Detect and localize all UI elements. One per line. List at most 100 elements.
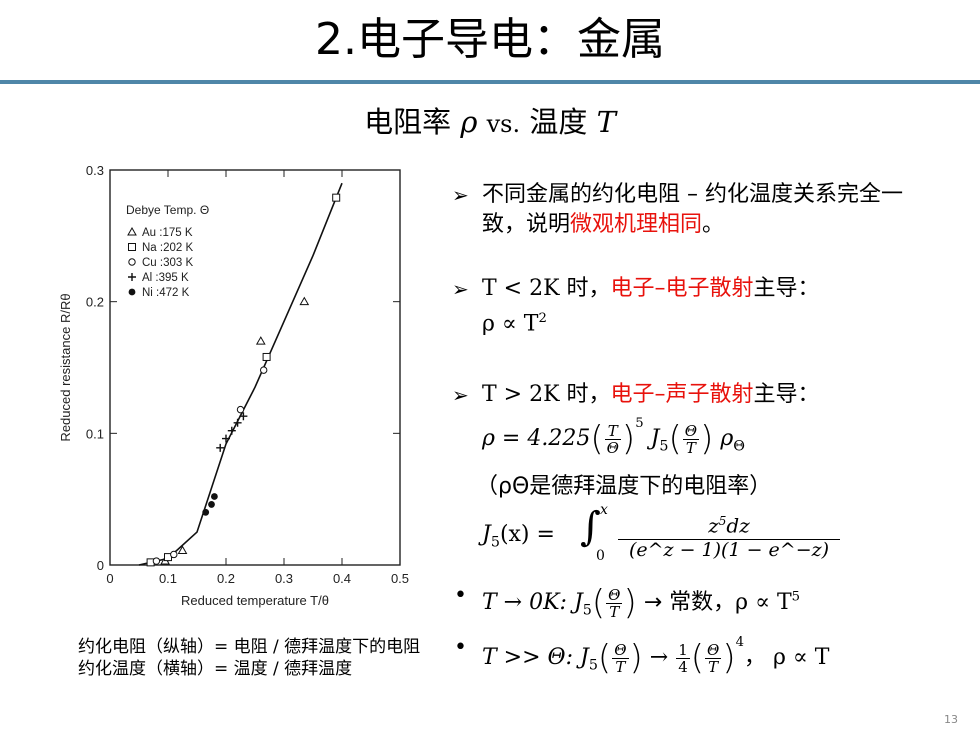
page-number: 13 [944,713,958,726]
subtitle-rho: ρ [460,105,478,139]
formula-rho: ρ [720,426,734,451]
limit2-exp: 4 [735,635,744,650]
limit1-lhs: T → 0K: [482,590,567,615]
frac-den: T [609,602,620,621]
x-tick-label: 0.2 [217,571,235,586]
x-axis-label: Reduced temperature T/θ [181,593,329,608]
limit1-J-sub: 5 [582,602,592,619]
y-tick-label: 0.1 [86,426,104,441]
bullet-1-highlight: 微观机理相同 [570,212,703,237]
j5-sub: 5 [490,534,500,551]
data-point [262,352,271,361]
j5-lower: 0 [596,548,605,564]
x-tick-label: 0.5 [391,571,409,586]
data-point [170,550,178,559]
limit1-relation: ρ ∝ T [735,590,792,615]
legend-entry: Au :175 K [142,227,193,239]
bullet-2-highlight: 电子–电子散射 [610,276,754,301]
subtitle-T: T [596,105,616,139]
subtitle-temp: 温度 [529,105,588,139]
data-point [239,412,248,421]
frac-num: Θ [682,421,700,440]
limit1-rhs: → 常数， [643,590,736,615]
legend-marker [128,288,136,296]
frac-den: T [685,438,696,457]
arrow-bullet-icon: ➢ [452,183,469,207]
data-point [211,493,218,500]
bullet-2-exponent: 2 [538,311,547,326]
caption-line-2: 约化温度（横轴）= 温度 / 德拜温度 [78,659,353,679]
limit-high-temperature: • T >> Θ: J5(Θ T) → 1 4(Θ T)4， ρ ∝ T [454,635,830,678]
limit2-lhs: T >> Θ: [482,645,573,670]
frac-den: T [708,657,719,676]
bullet-1-text: 不同金属的约化电阻 – 约化温度关系完全一致，说明 [482,182,903,237]
formula-J: J [650,426,660,451]
j5-num-z: z [708,513,719,538]
bullet-3-post: 主导： [753,382,820,407]
j5-num-dz: dz [726,513,750,538]
j5-lhs: J [482,522,491,547]
caption-line-1: 约化电阻（纵轴）= 电阻 / 德拜温度下的电阻 [78,637,421,657]
j5-denominator: (e^z − 1)(1 − e^−z) [628,539,830,561]
chart-caption: 约化电阻（纵轴）= 电阻 / 德拜温度下的电阻 约化温度（横轴）= 温度 / 德… [78,636,438,680]
data-point [260,366,268,374]
bullet-3-highlight: 电子–声子散射 [610,382,754,407]
formula-note: （ρΘ是德拜温度下的电阻率） [476,474,772,499]
dot-bullet-icon: • [454,635,467,660]
data-point [202,508,210,516]
limit1-J: J [573,590,583,615]
data-point [227,426,236,435]
frac-num: Θ [606,585,623,604]
limit1-exp: 5 [791,589,801,605]
data-point [255,336,266,345]
bullet-2: ➢ T < 2K 时，电子–电子散射主导： ρ ∝ T2 [452,274,922,339]
limit-low-temperature: • T → 0K: J5(Θ T) → 常数，ρ ∝ T5 [454,583,801,623]
data-point [177,545,188,555]
bullet-1: ➢ 不同金属的约化电阻 – 约化温度关系完全一致，说明微观机理相同。 [452,180,922,240]
y-axis-label: Reduced resistance R/Rθ [58,293,73,441]
j5-arg: (x) = [499,522,555,547]
frac-den: 4 [678,657,688,676]
x-tick-label: 0.3 [275,571,293,586]
frac-num: T [604,423,621,440]
slide-subtitle: 电阻率 ρ vs. 温度 T [0,102,980,144]
data-point [208,501,215,508]
x-tick-label: 0.4 [333,571,351,586]
dot-bullet-icon: • [454,583,467,608]
frac-den: Θ [606,438,619,457]
data-point [152,557,161,565]
bullet-2-pre: T < 2K 时， [482,276,611,301]
bullet-2-relation: ρ ∝ T [482,311,539,337]
j5-num-exp: 5 [718,514,727,528]
frac-den: T [615,657,626,676]
data-point [236,405,245,414]
formula-J-sub: 5 [659,438,669,455]
data-point [233,418,242,427]
formula-lhs: ρ = 4.225 [482,426,591,451]
legend-marker [128,273,136,281]
slide-title: 2.电子导电：金属 [315,14,665,65]
plot-frame [109,169,401,566]
fit-curve [138,182,343,566]
y-tick-label: 0.3 [86,163,104,178]
frac-num: 1 [676,640,690,659]
data-point [216,443,225,452]
limit2-arrow: → [649,645,669,670]
legend-entry: Na :202 K [142,242,193,254]
bullet-3: ➢ T > 2K 时，电子–声子散射主导： [452,380,922,410]
frac-num: Θ [612,640,629,659]
j5-numerator: z5dz [618,508,840,540]
legend-marker [128,243,136,251]
bullet-3-pre: T > 2K 时， [482,382,611,407]
y-tick-label: 0.2 [86,295,104,310]
subtitle-vs: vs. [486,110,521,138]
arrow-bullet-icon: ➢ [452,383,469,407]
x-tick-label: 0 [106,571,113,586]
frac-num: Θ [705,640,722,659]
limit2-J-sub: 5 [588,657,598,674]
bloch-gruneisen-formula: ρ = 4.225(T Θ)5 J5(Θ T) ρΘ [482,416,746,459]
